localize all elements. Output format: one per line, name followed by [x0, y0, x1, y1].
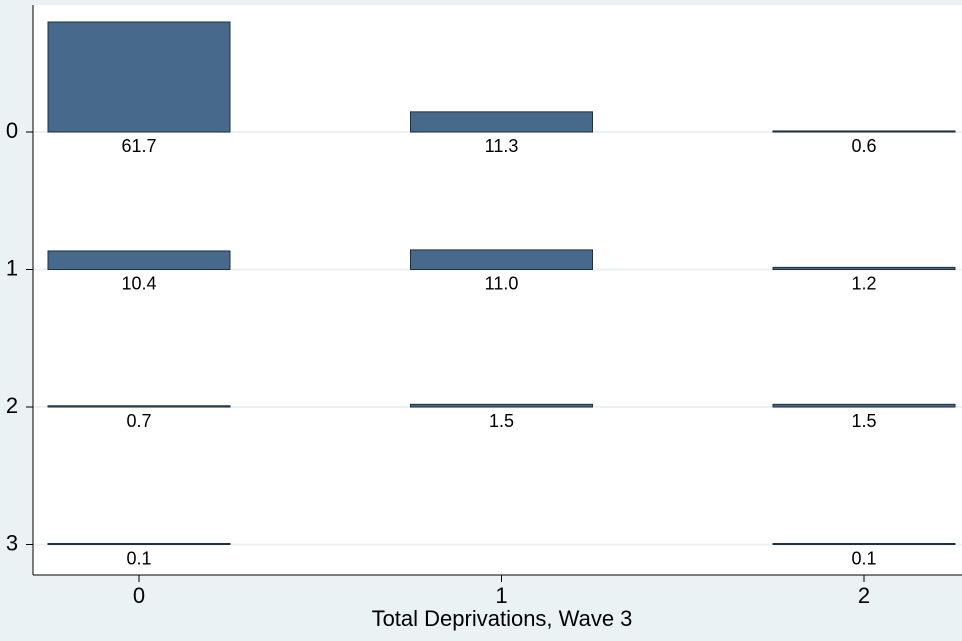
value-label: 0.7	[126, 411, 151, 431]
value-label: 1.5	[489, 411, 514, 431]
bar	[410, 111, 593, 133]
bar	[47, 250, 231, 270]
x-tick-label: 2	[858, 583, 870, 608]
x-axis-label: Total Deprivations, Wave 3	[372, 606, 633, 631]
bar	[410, 249, 593, 270]
bar	[47, 21, 231, 133]
bar	[47, 543, 231, 545]
bar	[772, 266, 956, 271]
value-label: 0.1	[126, 548, 151, 568]
value-label: 11.0	[485, 273, 519, 293]
y-tick-label: 3	[6, 530, 18, 555]
bar	[410, 403, 593, 408]
y-tick-label: 1	[6, 255, 18, 280]
y-tick-label: 0	[6, 118, 18, 143]
x-tick-label: 0	[133, 583, 145, 608]
value-label: 0.1	[851, 548, 876, 568]
value-label: 10.4	[121, 273, 156, 293]
bar	[47, 405, 231, 408]
value-label: 1.2	[851, 273, 876, 293]
bar	[772, 130, 956, 133]
value-label: 1.5	[851, 411, 876, 431]
value-label: 0.6	[851, 136, 876, 156]
value-label: 61.7	[121, 136, 156, 156]
x-tick-label: 1	[495, 583, 507, 608]
value-label: 11.3	[485, 136, 519, 156]
y-tick-label: 2	[6, 393, 18, 418]
bar	[772, 543, 956, 545]
bar	[772, 403, 956, 408]
